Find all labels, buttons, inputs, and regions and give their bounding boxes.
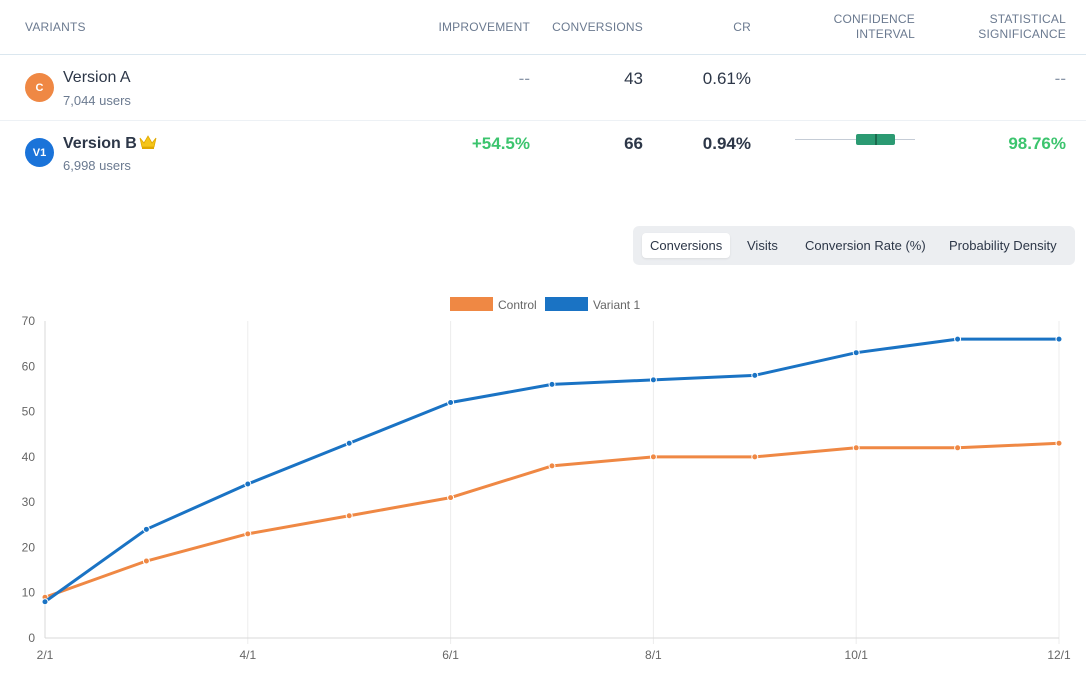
cr-value: 0.94%: [702, 134, 751, 153]
header-cr: CR: [733, 20, 751, 34]
legend-swatch: [545, 297, 588, 311]
header-significance-line1: STATISTICAL: [989, 12, 1066, 26]
tab-probability-density[interactable]: Probability Density: [949, 238, 1057, 253]
header-variants: VARIANTS: [25, 20, 86, 34]
x-tick-label: 2/1: [37, 648, 54, 662]
variant-badge: C: [25, 73, 54, 102]
x-tick-label: 6/1: [442, 648, 459, 662]
y-tick-label: 10: [22, 586, 36, 600]
data-point: [1055, 335, 1063, 343]
data-point: [447, 399, 455, 407]
y-axis: 0 10 20 30 40 50 60 70: [22, 314, 46, 645]
y-tick-label: 60: [22, 359, 36, 373]
x-tick-label: 12/1: [1047, 648, 1071, 662]
data-point: [244, 480, 252, 488]
table-header: VARIANTS IMPROVEMENT CONVERSIONS CR CONF…: [0, 0, 1086, 55]
data-point: [244, 530, 252, 538]
tab-conversions[interactable]: Conversions: [642, 233, 731, 258]
header-significance-line2: SIGNIFICANCE: [978, 27, 1066, 41]
conversions-line-chart[interactable]: 0 10 20 30 40 50 60 70 2/1 4/1 6/1 8/1 10/1 12/1 Con…: [0, 288, 1086, 676]
data-point: [852, 349, 860, 357]
data-point: [954, 444, 962, 452]
data-point: [649, 376, 657, 384]
chart-series: [41, 335, 1063, 606]
data-point: [548, 462, 556, 470]
improvement-value: +54.5%: [471, 134, 530, 153]
variant-users: 6,998 users: [63, 158, 131, 173]
data-point: [345, 439, 353, 447]
data-point: [751, 371, 759, 379]
tab-conversion-rate[interactable]: Conversion Rate (%): [805, 238, 926, 253]
header-improvement: IMPROVEMENT: [438, 20, 530, 34]
data-point: [852, 444, 860, 452]
conversions-value: 43: [624, 69, 643, 88]
x-tick-label: 8/1: [645, 648, 662, 662]
data-point: [345, 512, 353, 520]
chart-grid: [247, 321, 1060, 644]
x-axis: 2/1 4/1 6/1 8/1 10/1 12/1: [37, 637, 1071, 662]
data-point: [954, 335, 962, 343]
header-confidence-line1: CONFIDENCE: [833, 12, 915, 26]
significance-value: --: [1054, 69, 1066, 88]
tab-visits[interactable]: Visits: [747, 238, 778, 253]
data-point: [447, 494, 455, 502]
crown-icon: [138, 134, 158, 155]
y-tick-label: 40: [22, 450, 36, 464]
table-row-version-b[interactable]: V1 Version B 6,998 users +54.5% 66 0.94%…: [0, 121, 1086, 187]
y-tick-label: 70: [22, 314, 36, 328]
y-tick-label: 0: [28, 631, 35, 645]
header-statistical-significance: STATISTICAL SIGNIFICANCE: [978, 12, 1066, 42]
ci-range-line: [795, 139, 915, 140]
legend-swatch: [450, 297, 493, 311]
header-confidence-line2: INTERVAL: [855, 27, 915, 41]
data-point: [649, 453, 657, 461]
legend-label: Variant 1: [593, 298, 640, 312]
chart-legend: Control Variant 1: [450, 297, 640, 312]
chart-tabs: Conversions Visits Conversion Rate (%) P…: [633, 226, 1075, 265]
header-conversions: CONVERSIONS: [552, 20, 643, 34]
data-point: [142, 557, 150, 565]
improvement-value: --: [518, 69, 530, 88]
data-point: [1055, 439, 1063, 447]
y-tick-label: 20: [22, 540, 36, 554]
series-line-variant-1: [44, 337, 1059, 603]
data-point: [548, 380, 556, 388]
variant-name: Version B: [63, 135, 137, 152]
confidence-interval-bar[interactable]: [795, 133, 915, 147]
cr-value: 0.61%: [702, 69, 751, 88]
data-point: [751, 453, 759, 461]
data-point: [41, 598, 49, 606]
variant-badge: V1: [25, 138, 54, 167]
conversions-value: 66: [624, 134, 643, 153]
x-tick-label: 4/1: [239, 648, 256, 662]
y-tick-label: 50: [22, 405, 36, 419]
header-confidence-interval: CONFIDENCE INTERVAL: [834, 12, 915, 42]
table-row-version-a[interactable]: C Version A 7,044 users -- 43 0.61% --: [0, 55, 1086, 121]
significance-value: 98.76%: [1008, 134, 1066, 153]
x-tick-label: 10/1: [845, 648, 869, 662]
y-tick-label: 30: [22, 495, 36, 509]
variant-name-wrap: Version B: [63, 134, 158, 155]
ci-median: [875, 134, 877, 145]
variant-users: 7,044 users: [63, 93, 131, 108]
legend-label: Control: [498, 298, 537, 312]
data-point: [142, 525, 150, 533]
variant-name: Version A: [63, 69, 131, 86]
